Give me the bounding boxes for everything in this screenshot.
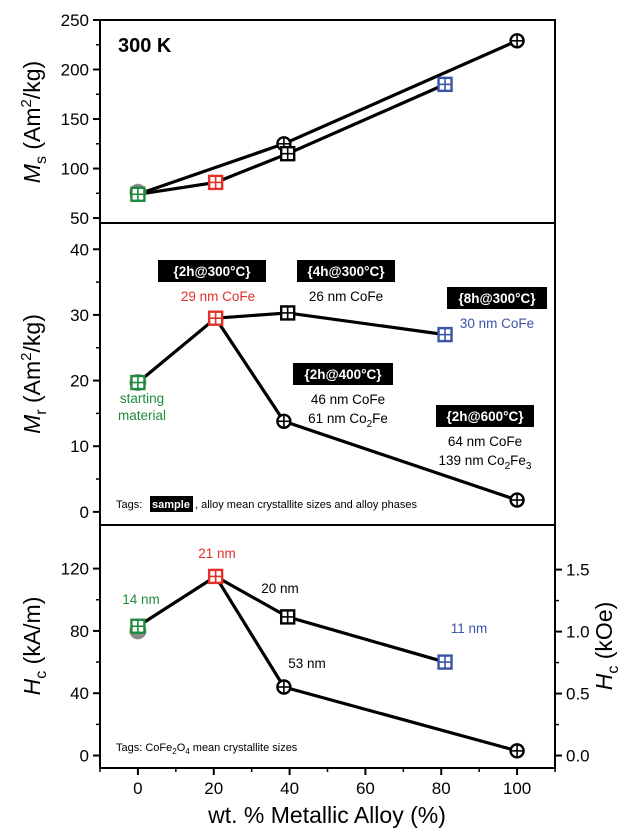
svg-text:sample: sample — [152, 499, 190, 511]
y-tick-label: 200 — [61, 61, 89, 80]
y-tick-label: 0 — [80, 747, 89, 766]
tags-note-middle: Tags: sample , alloy mean crystallite si… — [116, 496, 417, 512]
panel-bottom-frame — [99, 524, 556, 769]
y-tick-label: 150 — [61, 110, 89, 129]
x-tick-label: 100 — [503, 779, 531, 798]
y-tick-label: 40 — [70, 684, 89, 703]
x-axis-title: wt. % Metallic Alloy (%) — [207, 802, 446, 828]
y-tick-label: 20 — [70, 372, 89, 391]
svg-text:{2h@300°C}: {2h@300°C} — [173, 264, 251, 279]
svg-text:{8h@300°C}: {8h@300°C} — [458, 291, 536, 306]
svg-text:material: material — [118, 408, 166, 423]
series-line-2-0 — [137, 574, 446, 664]
y-tick-label: 80 — [70, 622, 89, 641]
hc-kOe-axis-title: Hc (kOe) — [591, 602, 622, 691]
x-tick-label: 80 — [432, 779, 451, 798]
temperature-label: 300 K — [118, 35, 172, 57]
x-tick-label: 0 — [133, 779, 142, 798]
hc-axis-title: Hc (kA/m) — [19, 597, 50, 696]
svg-text:46 nm CoFe: 46 nm CoFe — [311, 392, 385, 407]
svg-text:{4h@300°C}: {4h@300°C} — [307, 264, 385, 279]
series-line-0-1 — [137, 82, 446, 196]
svg-text:61 nm Co2Fe: 61 nm Co2Fe — [308, 411, 388, 430]
y2-tick-label: 1.0 — [566, 623, 590, 642]
svg-text:29 nm CoFe: 29 nm CoFe — [181, 289, 255, 304]
svg-text:starting: starting — [120, 391, 164, 406]
y-tick-label: 10 — [70, 437, 89, 456]
series-line-0-0 — [137, 39, 518, 196]
svg-text:64 nm CoFe: 64 nm CoFe — [448, 434, 522, 449]
y2-tick-label: 0.0 — [566, 747, 590, 766]
series-markers — [129, 33, 525, 759]
y-tick-label: 0 — [80, 503, 89, 522]
x-tick-label: 20 — [204, 779, 223, 798]
y-tick-label: 250 — [61, 11, 89, 30]
label-2h400: {2h@400°C} 46 nm CoFe 61 nm Co2Fe — [293, 363, 393, 430]
label-21nm: 21 nm — [198, 546, 236, 561]
svg-text:26 nm CoFe: 26 nm CoFe — [309, 289, 383, 304]
axis-ticks: 50100150200250010203040040801200.00.51.0… — [61, 11, 590, 798]
x-tick-label: 60 — [356, 779, 375, 798]
series-line-1-0 — [136, 311, 446, 384]
svg-text:{2h@400°C}: {2h@400°C} — [304, 367, 382, 382]
svg-text:Tags:: Tags: — [116, 499, 142, 511]
svg-text:139 nm Co2Fe3: 139 nm Co2Fe3 — [439, 453, 532, 472]
label-11nm: 11 nm — [451, 621, 488, 636]
mr-axis-title: Mr (Am2/kg) — [18, 314, 50, 434]
svg-text:{2h@600°C}: {2h@600°C} — [446, 409, 524, 424]
y-tick-label: 120 — [61, 560, 89, 579]
y2-tick-label: 1.5 — [566, 561, 590, 580]
label-20nm: 20 nm — [261, 581, 299, 596]
label-4h300: {4h@300°C} 26 nm CoFe — [297, 260, 395, 304]
svg-text:30 nm CoFe: 30 nm CoFe — [460, 316, 534, 331]
svg-text:, alloy mean crystallite sizes: , alloy mean crystallite sizes and alloy… — [195, 499, 417, 511]
tags-note-bottom: Tags: CoFe2O4 mean crystallite sizes — [116, 742, 298, 756]
label-2h300: {2h@300°C} 29 nm CoFe — [158, 260, 266, 304]
label-2h600: {2h@600°C} 64 nm CoFe 139 nm Co2Fe3 — [436, 405, 534, 472]
y2-tick-label: 0.5 — [566, 685, 590, 704]
label-53nm: 53 nm — [288, 656, 326, 671]
y-tick-label: 100 — [61, 160, 89, 179]
label-14nm: 14 nm — [122, 592, 160, 607]
y-tick-label: 40 — [70, 240, 89, 259]
x-tick-label: 40 — [280, 779, 299, 798]
label-starting-material: starting material — [118, 391, 166, 423]
y-tick-label: 30 — [70, 306, 89, 325]
ms-axis-title: Ms (Am2/kg) — [18, 61, 50, 183]
y-tick-label: 50 — [70, 209, 89, 228]
label-8h300: {8h@300°C} 30 nm CoFe — [447, 287, 547, 331]
